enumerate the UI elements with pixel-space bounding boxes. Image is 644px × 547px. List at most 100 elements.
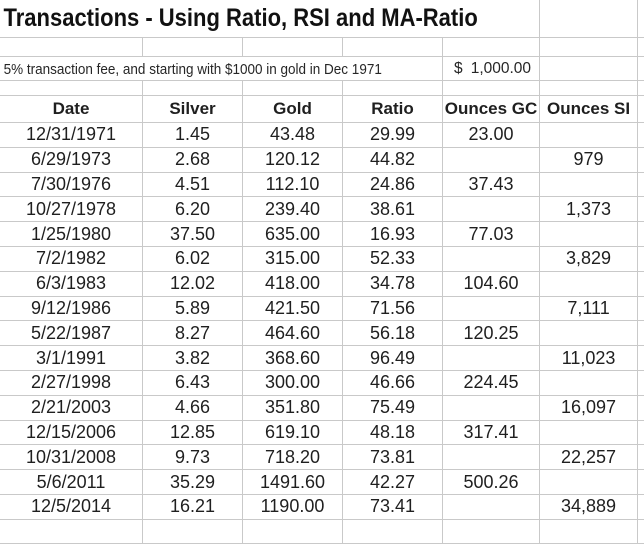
column-header-ratio[interactable]: Ratio bbox=[343, 96, 443, 123]
cell-ounces-si[interactable] bbox=[540, 222, 639, 247]
cell-ounces-gc[interactable] bbox=[443, 346, 541, 371]
cell-ounces-gc[interactable] bbox=[443, 494, 541, 520]
cell-gold[interactable]: 300.00 bbox=[243, 370, 343, 396]
empty-cell[interactable] bbox=[443, 519, 541, 544]
note-cell[interactable]: 5% transaction fee, and starting with $1… bbox=[0, 57, 443, 81]
empty-cell[interactable] bbox=[443, 81, 541, 96]
cell-ratio[interactable]: 38.61 bbox=[343, 197, 443, 223]
empty-cell[interactable] bbox=[143, 38, 243, 57]
cell-ounces-si[interactable]: 1,373 bbox=[540, 197, 639, 223]
cell-ounces-si[interactable] bbox=[540, 123, 639, 148]
cell-ounces-si[interactable] bbox=[540, 420, 639, 446]
cell-ounces-gc[interactable]: 317.41 bbox=[443, 420, 541, 446]
cell-ounces-si[interactable]: 11,023 bbox=[540, 346, 639, 371]
cell-silver[interactable]: 37.50 bbox=[143, 222, 243, 247]
cell-ratio[interactable]: 16.93 bbox=[343, 222, 443, 247]
cell-ounces-gc[interactable] bbox=[443, 445, 541, 471]
cell-date[interactable]: 10/31/2008 bbox=[0, 445, 143, 471]
cell-ounces-si[interactable]: 7,111 bbox=[540, 296, 639, 322]
cell-ratio[interactable]: 44.82 bbox=[343, 147, 443, 173]
cell-gold[interactable]: 635.00 bbox=[243, 222, 343, 247]
cell-ounces-gc[interactable]: 120.25 bbox=[443, 321, 541, 347]
cell-silver[interactable]: 1.45 bbox=[143, 123, 243, 148]
cell-silver[interactable]: 6.20 bbox=[143, 197, 243, 223]
cell-date[interactable]: 12/15/2006 bbox=[0, 420, 143, 446]
empty-cell[interactable] bbox=[343, 38, 443, 57]
cell-gold[interactable]: 351.80 bbox=[243, 395, 343, 421]
column-header-ounces-si[interactable]: Ounces SI bbox=[540, 96, 639, 123]
cell-ounces-gc[interactable]: 77.03 bbox=[443, 222, 541, 247]
empty-cell[interactable] bbox=[540, 38, 639, 57]
cell-ounces-gc[interactable]: 37.43 bbox=[443, 172, 541, 198]
cell-ounces-gc[interactable]: 224.45 bbox=[443, 370, 541, 396]
sheet-title-cell[interactable]: Transactions - Using Ratio, RSI and MA-R… bbox=[0, 0, 541, 38]
cell-ratio[interactable]: 52.33 bbox=[343, 246, 443, 272]
cell-gold[interactable]: 421.50 bbox=[243, 296, 343, 322]
cell-gold[interactable]: 120.12 bbox=[243, 147, 343, 173]
cell-silver[interactable]: 6.02 bbox=[143, 246, 243, 272]
cell-ratio[interactable]: 73.41 bbox=[343, 494, 443, 520]
cell-ounces-gc[interactable]: 104.60 bbox=[443, 271, 541, 297]
cell-silver[interactable]: 16.21 bbox=[143, 494, 243, 520]
empty-cell[interactable] bbox=[0, 519, 143, 544]
cell-ounces-si[interactable]: 979 bbox=[540, 147, 639, 173]
column-header-silver[interactable]: Silver bbox=[143, 96, 243, 123]
cell-gold[interactable]: 43.48 bbox=[243, 123, 343, 148]
cell-date[interactable]: 6/3/1983 bbox=[0, 271, 143, 297]
cell-ratio[interactable]: 46.66 bbox=[343, 370, 443, 396]
cell-ounces-si[interactable] bbox=[540, 470, 639, 495]
cell-gold[interactable]: 315.00 bbox=[243, 246, 343, 272]
cell-gold[interactable]: 368.60 bbox=[243, 346, 343, 371]
cell-ounces-si[interactable] bbox=[540, 271, 639, 297]
cell-ounces-si[interactable]: 22,257 bbox=[540, 445, 639, 471]
column-header-ounces-gc[interactable]: Ounces GC bbox=[443, 96, 541, 123]
cell-ratio[interactable]: 71.56 bbox=[343, 296, 443, 322]
cell-date[interactable]: 5/6/2011 bbox=[0, 470, 143, 495]
cell-ratio[interactable]: 96.49 bbox=[343, 346, 443, 371]
cell-gold[interactable]: 718.20 bbox=[243, 445, 343, 471]
cell-ounces-si[interactable] bbox=[540, 321, 639, 347]
cell-date[interactable]: 12/31/1971 bbox=[0, 123, 143, 148]
cell-ounces-si[interactable]: 16,097 bbox=[540, 395, 639, 421]
empty-cell[interactable] bbox=[0, 81, 143, 96]
cell-ratio[interactable]: 56.18 bbox=[343, 321, 443, 347]
cell-silver[interactable]: 4.51 bbox=[143, 172, 243, 198]
cell-silver[interactable]: 2.68 bbox=[143, 147, 243, 173]
cell-ratio[interactable]: 75.49 bbox=[343, 395, 443, 421]
empty-cell[interactable] bbox=[540, 81, 639, 96]
cell-silver[interactable]: 12.85 bbox=[143, 420, 243, 446]
cell-date[interactable]: 5/22/1987 bbox=[0, 321, 143, 347]
column-header-date[interactable]: Date bbox=[0, 96, 143, 123]
cell-ounces-gc[interactable] bbox=[443, 246, 541, 272]
cell-silver[interactable]: 6.43 bbox=[143, 370, 243, 396]
empty-cell[interactable] bbox=[343, 519, 443, 544]
empty-cell[interactable] bbox=[243, 38, 343, 57]
cell-gold[interactable]: 619.10 bbox=[243, 420, 343, 446]
empty-cell[interactable] bbox=[243, 519, 343, 544]
cell-ounces-si[interactable]: 34,889 bbox=[540, 494, 639, 520]
cell-ratio[interactable]: 42.27 bbox=[343, 470, 443, 495]
cell-silver[interactable]: 12.02 bbox=[143, 271, 243, 297]
cell-ounces-gc[interactable] bbox=[443, 296, 541, 322]
cell-gold[interactable]: 464.60 bbox=[243, 321, 343, 347]
cell-date[interactable]: 12/5/2014 bbox=[0, 494, 143, 520]
cell-ounces-gc[interactable]: 500.26 bbox=[443, 470, 541, 495]
cell-ounces-gc[interactable]: 23.00 bbox=[443, 123, 541, 148]
cell-silver[interactable]: 4.66 bbox=[143, 395, 243, 421]
cell-ounces-si[interactable] bbox=[540, 370, 639, 396]
cell-silver[interactable]: 35.29 bbox=[143, 470, 243, 495]
cell-date[interactable]: 1/25/1980 bbox=[0, 222, 143, 247]
cell-ratio[interactable]: 73.81 bbox=[343, 445, 443, 471]
cell-silver[interactable]: 5.89 bbox=[143, 296, 243, 322]
cell-gold[interactable]: 112.10 bbox=[243, 172, 343, 198]
cell-silver[interactable]: 8.27 bbox=[143, 321, 243, 347]
empty-cell[interactable] bbox=[540, 519, 639, 544]
cell-ounces-si[interactable] bbox=[540, 172, 639, 198]
cell-date[interactable]: 9/12/1986 bbox=[0, 296, 143, 322]
cell-ounces-si[interactable]: 3,829 bbox=[540, 246, 639, 272]
cell-date[interactable]: 3/1/1991 bbox=[0, 346, 143, 371]
cell-silver[interactable]: 3.82 bbox=[143, 346, 243, 371]
cell-ounces-gc[interactable] bbox=[443, 147, 541, 173]
empty-cell[interactable] bbox=[540, 0, 639, 38]
cell-ratio[interactable]: 48.18 bbox=[343, 420, 443, 446]
